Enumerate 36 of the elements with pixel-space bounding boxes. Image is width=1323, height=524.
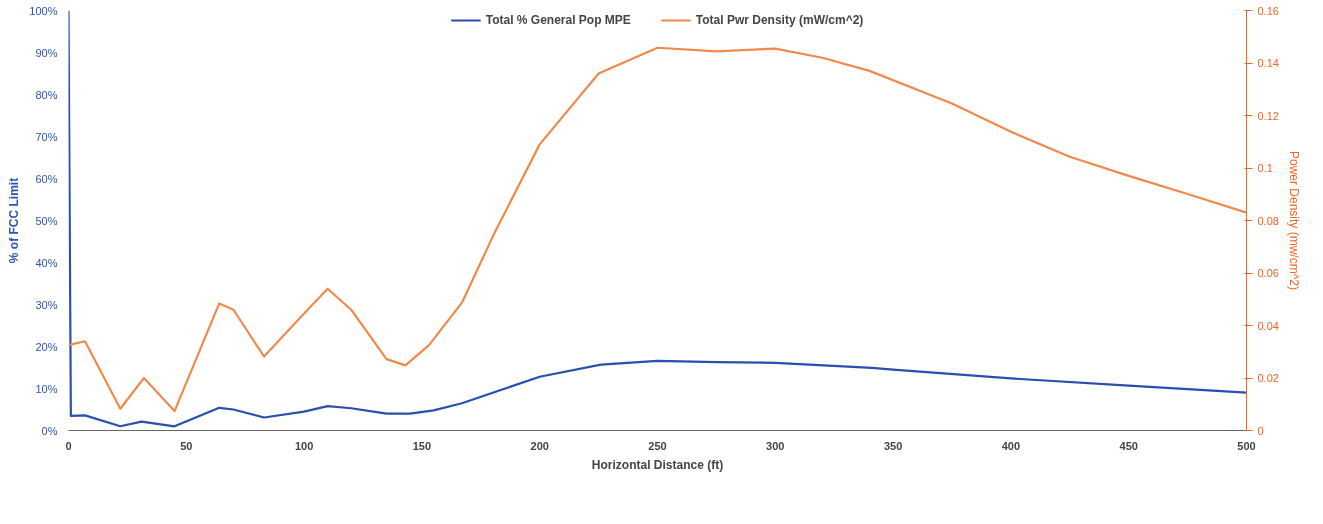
y-tick-label: 70% xyxy=(35,130,58,143)
legend-label: Total Pwr Density (mW/cm^2) xyxy=(695,13,864,27)
y-tick-label: 0% xyxy=(41,424,58,437)
x-tick-label: 250 xyxy=(648,439,667,452)
y2-axis-title: Power Density (mw/cm^2) xyxy=(1286,151,1301,290)
y-tick-label: 10% xyxy=(35,382,58,395)
x-tick-label: 150 xyxy=(412,439,432,452)
y-axis-title: % of FCC Limit xyxy=(7,177,22,264)
x-tick-label: 200 xyxy=(530,439,549,452)
y2-tick-label: 0.04 xyxy=(1257,319,1279,332)
y-tick-label: 100% xyxy=(29,4,58,17)
x-tick-label: 450 xyxy=(1119,439,1138,452)
x-tick-label: 350 xyxy=(883,439,903,452)
x-tick-label: 100 xyxy=(294,439,314,452)
y2-tick-label: 0.16 xyxy=(1257,4,1279,17)
y2-tick-label: 0.12 xyxy=(1257,109,1279,122)
x-tick-label: 500 xyxy=(1237,439,1256,452)
y-tick-label: 80% xyxy=(35,88,58,101)
x-tick-label: 400 xyxy=(1001,439,1021,452)
y2-tick-label: 0.06 xyxy=(1257,267,1279,279)
x-tick-label: 300 xyxy=(766,439,785,452)
y2-tick-label: 0.08 xyxy=(1257,214,1279,227)
y2-tick-label: 0.1 xyxy=(1257,162,1273,174)
y-tick-label: 30% xyxy=(35,298,58,311)
y2-tick-label: 0.14 xyxy=(1257,57,1279,69)
y2-tick-label: 0 xyxy=(1257,424,1264,437)
y-tick-label: 90% xyxy=(35,46,58,59)
y-tick-label: 20% xyxy=(35,340,58,353)
y-tick-label: 60% xyxy=(35,172,58,185)
y-tick-label: 40% xyxy=(35,256,58,269)
y-tick-label: 50% xyxy=(35,214,58,227)
x-axis-title: Horizontal Distance (ft) xyxy=(591,457,724,472)
x-tick-label: 50 xyxy=(180,439,193,452)
y2-tick-label: 0.02 xyxy=(1257,372,1279,384)
legend-label: Total % General Pop MPE xyxy=(485,13,631,27)
x-tick-label: 0 xyxy=(65,439,72,452)
